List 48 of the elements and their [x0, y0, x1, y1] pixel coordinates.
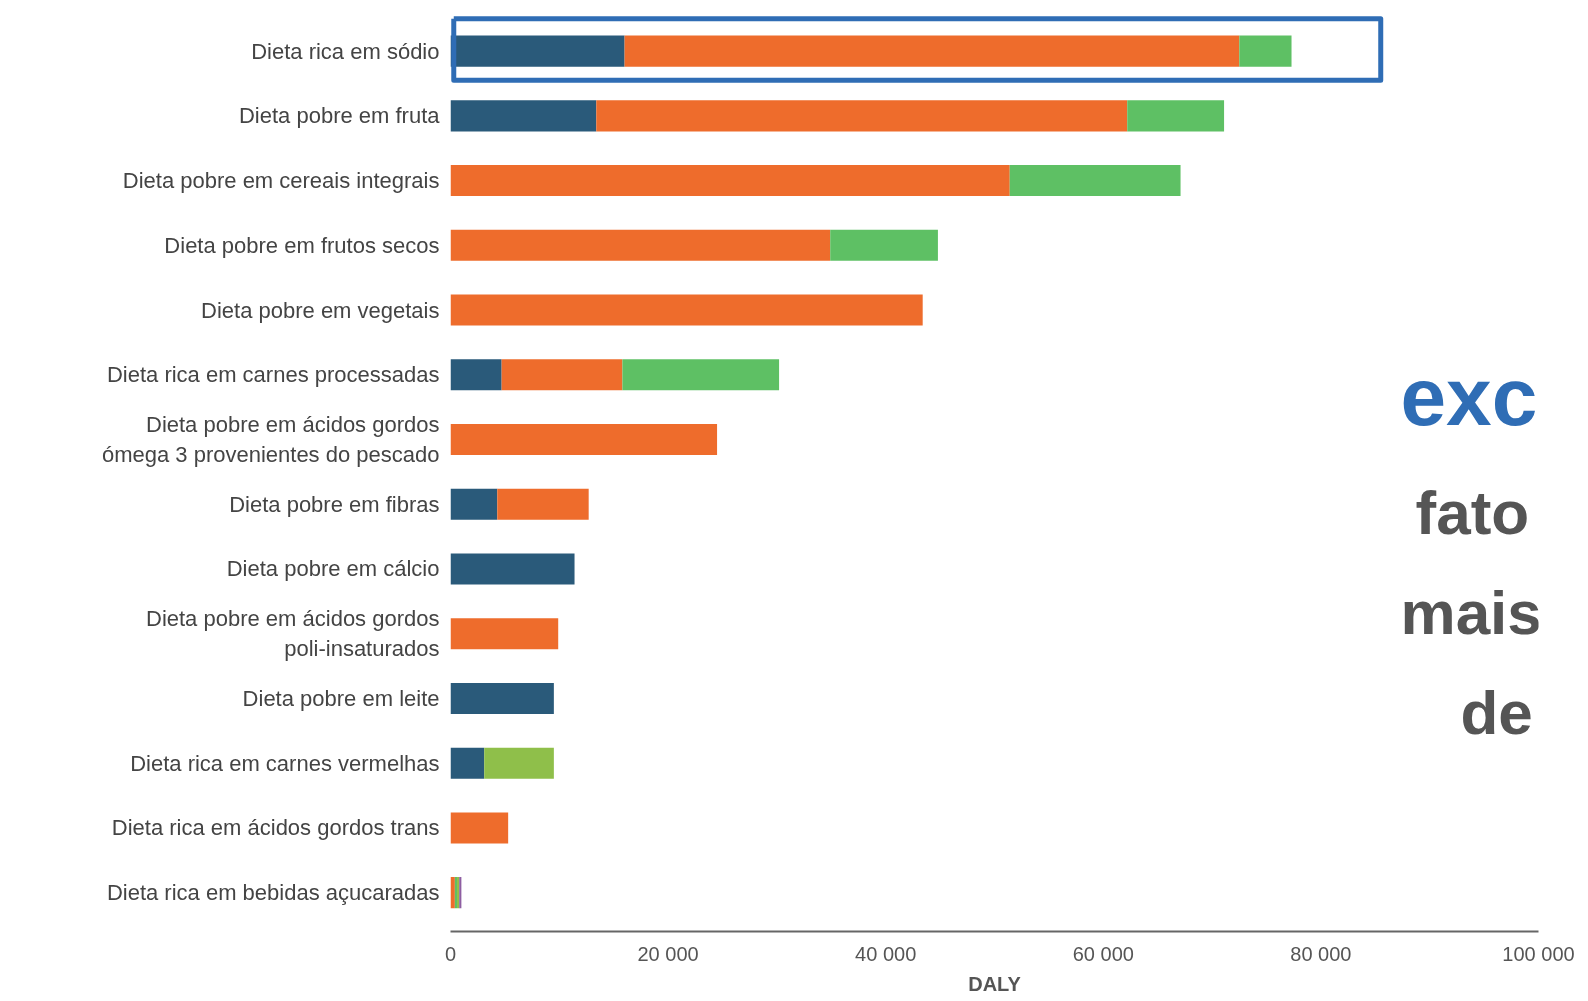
bar: [501, 359, 623, 391]
annotation: exc: [1400, 350, 1538, 442]
x-tick-label: 100 000: [1502, 942, 1575, 965]
x-axis-title: DALY: [968, 972, 1022, 995]
y-tick-label: Dieta pobre em vegetais: [201, 297, 440, 323]
bar: [622, 359, 780, 391]
bar: [450, 294, 923, 326]
y-tick-label: Dieta rica em ácidos gordos trans: [111, 815, 440, 841]
x-tick-label: 40 000: [855, 942, 917, 965]
bar: [450, 423, 718, 456]
bar: [1239, 35, 1292, 67]
y-tick-label: Dieta pobre em ácidos gordos poli-insaturados: [146, 606, 440, 662]
bar: [450, 877, 455, 909]
bar: [450, 165, 1010, 197]
x-tick-label: 0: [444, 942, 457, 965]
y-tick-label: Dieta pobre em ácidos gordos ómega 3 provenientes do pescado: [101, 412, 440, 468]
bar: [1127, 100, 1225, 132]
annotation: mais: [1400, 577, 1542, 647]
bar: [450, 488, 498, 520]
y-tick-label: Dieta pobre em frutos secos: [164, 232, 440, 258]
y-tick-label: Dieta pobre em fibras: [229, 491, 440, 517]
bar: [596, 100, 1128, 132]
bar: [450, 553, 575, 585]
y-tick-label: Dieta rica em carnes vermelhas: [130, 750, 440, 776]
bar: [830, 229, 938, 261]
annotation: fato: [1415, 477, 1530, 547]
y-tick-label: Dieta pobre em leite: [242, 685, 440, 711]
bar: [450, 618, 559, 650]
bar: [1009, 165, 1181, 197]
bar: [450, 100, 597, 132]
bar: [450, 812, 509, 844]
x-tick-label: 60 000: [1072, 942, 1134, 965]
annotation: de: [1460, 677, 1533, 747]
x-tick-label: 20 000: [637, 942, 699, 965]
y-tick-label: Dieta pobre em fruta: [238, 103, 441, 129]
bar: [450, 682, 554, 714]
bar: [450, 747, 485, 779]
bar: [484, 747, 554, 779]
bar: [450, 359, 502, 391]
bar: [450, 229, 831, 261]
y-tick-label: Dieta pobre em cereais integrais: [122, 168, 440, 194]
y-tick-label: Dieta rica em sódio: [251, 38, 440, 64]
y-tick-label: Dieta pobre em cálcio: [226, 556, 440, 582]
x-tick-label: 80 000: [1290, 942, 1352, 965]
y-tick-label: Dieta rica em bebidas açucaradas: [106, 880, 440, 906]
bar: [624, 35, 1240, 67]
bar: [497, 488, 589, 520]
y-tick-label: Dieta rica em carnes processadas: [106, 362, 440, 388]
